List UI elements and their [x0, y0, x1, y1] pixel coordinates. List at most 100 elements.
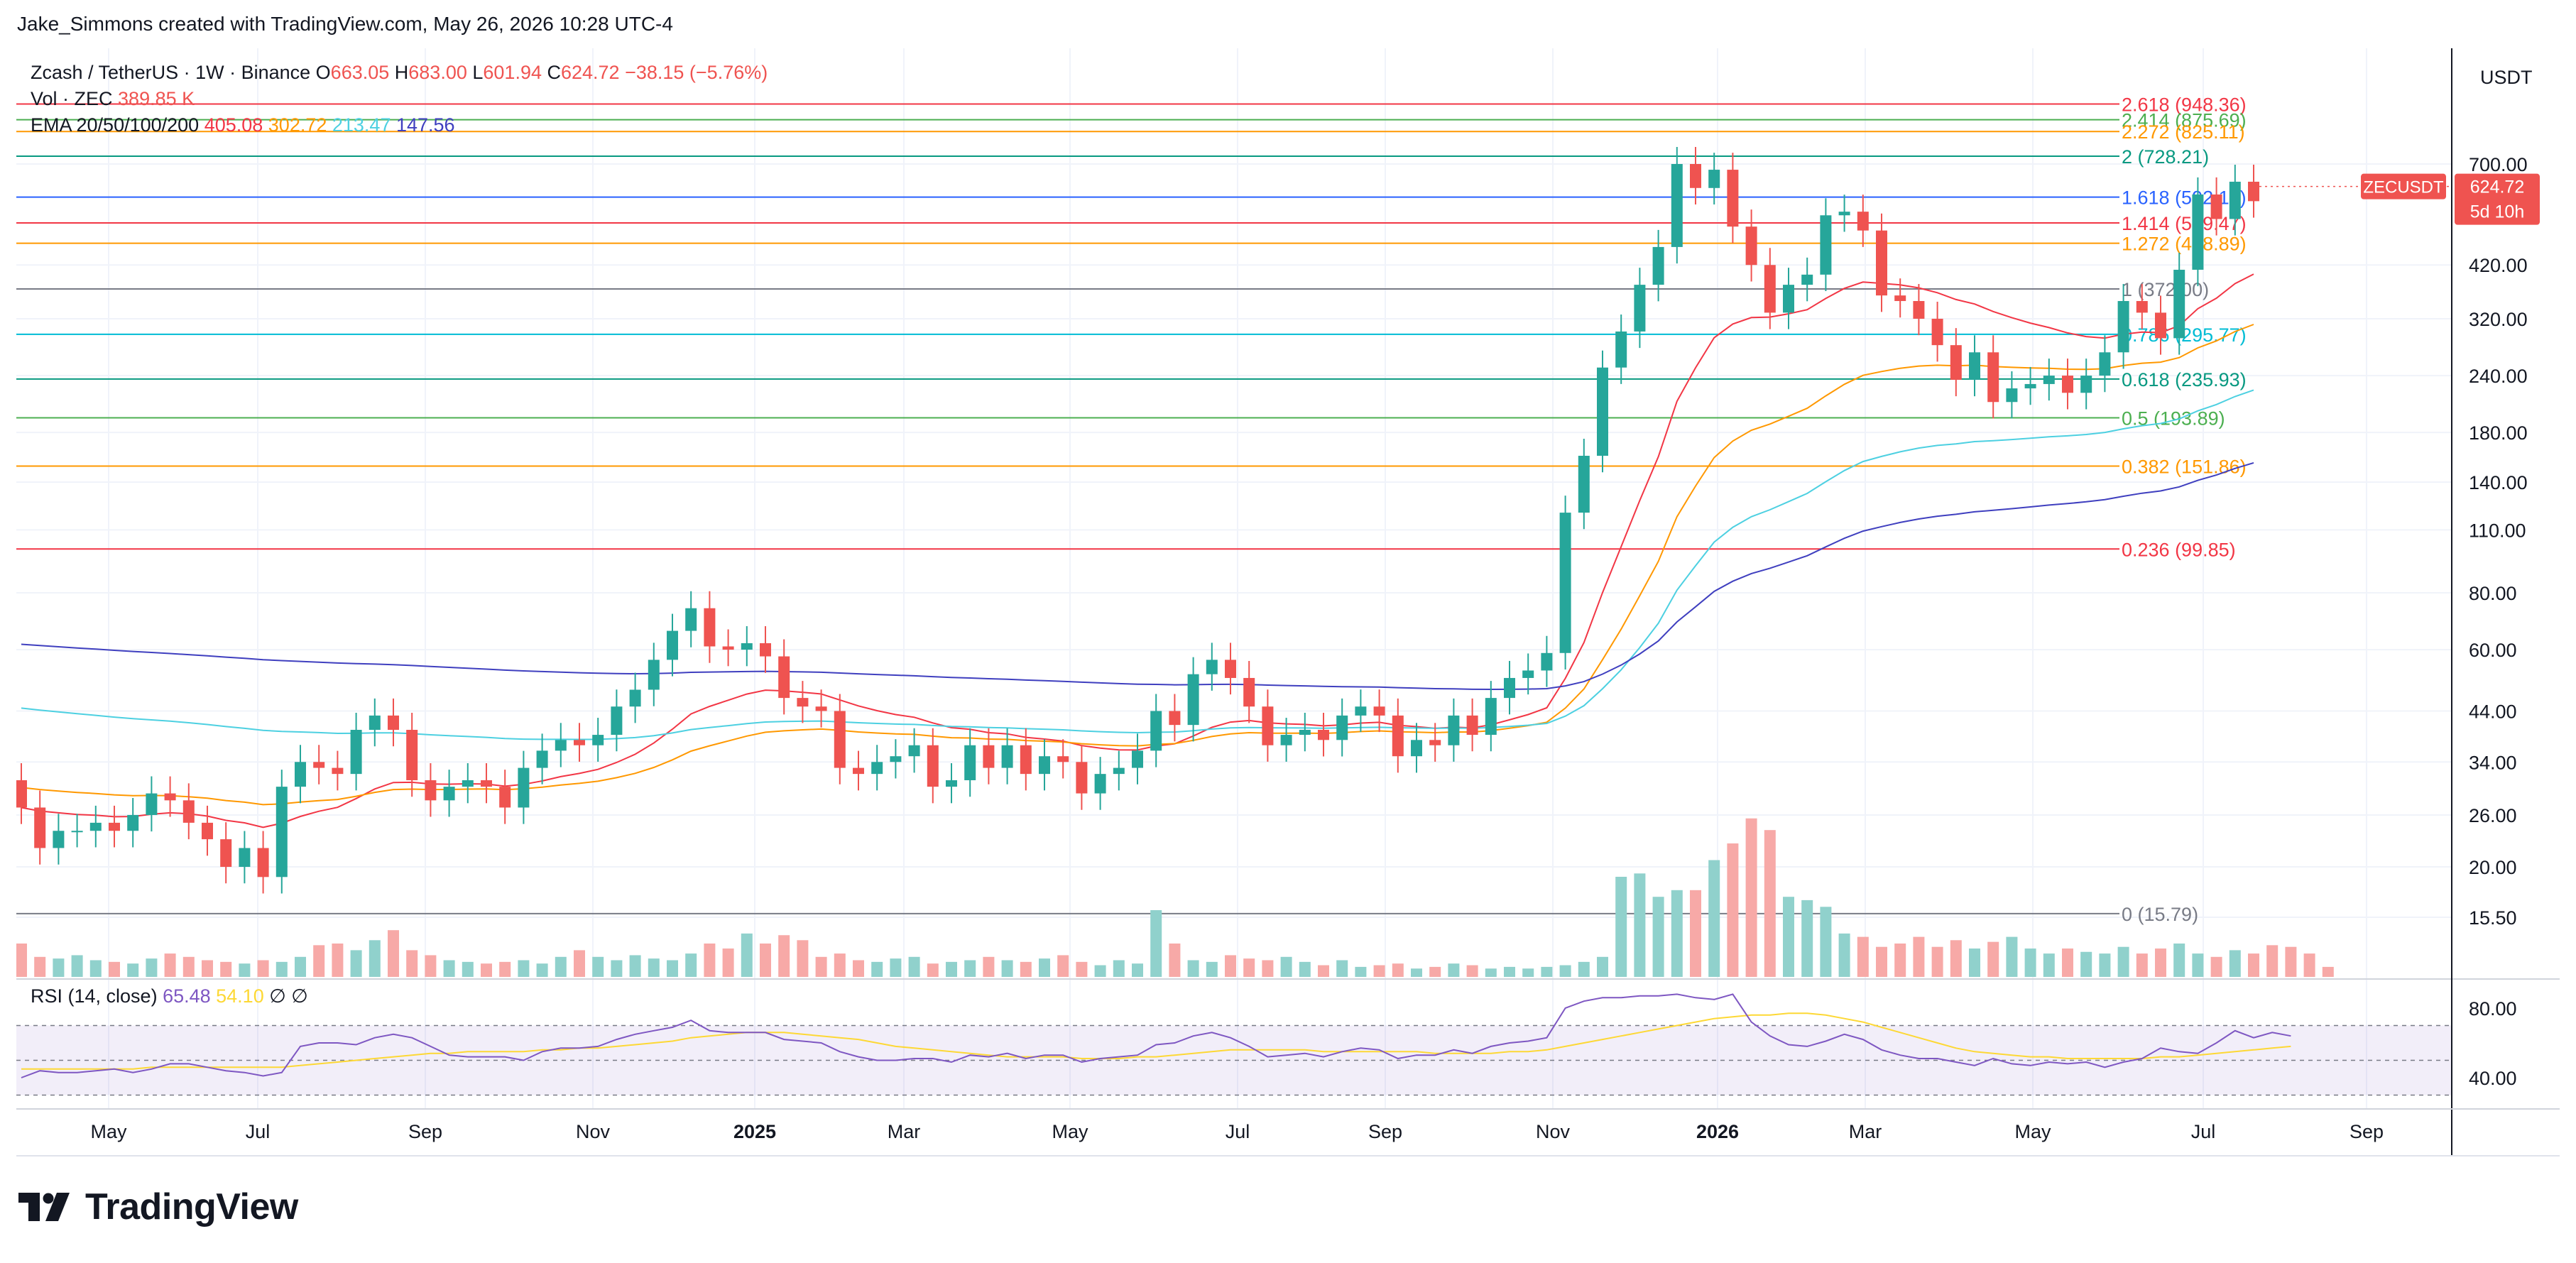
time-axis-label: Mar — [888, 1121, 921, 1142]
candle — [704, 591, 716, 663]
rsi-value: ∅ — [269, 985, 291, 1007]
tradingview-logo[interactable]: TradingView — [18, 1186, 298, 1228]
ohlc-key: L — [472, 62, 483, 83]
candle — [1541, 635, 1553, 687]
candle-body — [1355, 706, 1367, 716]
volume-bar — [146, 958, 158, 977]
chart-frame[interactable]: 2.618 (948.36) 2.414 (875.69) 2.272 (825.1… — [16, 48, 2560, 1157]
candle — [388, 698, 399, 747]
candle-body — [1708, 170, 1720, 188]
candle — [1690, 147, 1701, 205]
volume-bar — [722, 948, 734, 977]
candle — [1820, 198, 1832, 292]
candle — [481, 762, 492, 804]
candle — [1429, 723, 1441, 762]
candle — [164, 776, 176, 817]
candle-body — [406, 730, 418, 780]
candle-body — [1373, 706, 1385, 716]
price-tick-label: 180.00 — [2469, 422, 2528, 444]
candle — [1448, 698, 1460, 762]
candle — [1894, 278, 1906, 318]
volume-bar — [1987, 941, 1999, 977]
symbol-tag — [2361, 173, 2446, 199]
candle-body — [127, 814, 139, 831]
candle-body — [34, 807, 46, 848]
candle — [1764, 248, 1776, 329]
candle — [34, 790, 46, 865]
volume-bar — [1969, 948, 1980, 977]
candle — [146, 776, 158, 832]
candle-body — [2080, 376, 2092, 393]
candle — [1020, 728, 1032, 791]
volume-bar — [1243, 958, 1255, 977]
candle-body — [313, 762, 325, 768]
candle — [2248, 164, 2259, 218]
time-axis-label: Jul — [246, 1121, 271, 1142]
candle — [834, 694, 846, 784]
volume-bar — [2006, 936, 2018, 977]
candle-body — [741, 643, 753, 650]
candle-body — [2062, 376, 2073, 393]
volume-bar — [518, 960, 530, 977]
volume-bar — [1690, 890, 1701, 977]
candle-body — [1745, 226, 1757, 266]
candle — [499, 770, 511, 824]
candle-body — [1876, 230, 1887, 296]
candle-body — [1392, 715, 1404, 757]
ema-200-line — [21, 461, 2254, 691]
candle-body — [1615, 331, 1627, 368]
time-axis-label: Sep — [1368, 1121, 1402, 1142]
volume-bar — [127, 963, 139, 977]
volume-bar — [555, 956, 567, 977]
candle-body — [2173, 269, 2185, 339]
volume-bar — [592, 956, 604, 977]
candle — [815, 689, 827, 728]
candle — [462, 762, 474, 804]
legend-ema-row: EMA 20/50/100/200 405.08 302.72 213.47 1… — [31, 114, 455, 136]
candle — [1411, 723, 1422, 773]
candle — [1169, 694, 1181, 742]
candle-body — [1076, 762, 1088, 794]
volume-bar — [332, 944, 344, 977]
candle-body — [722, 646, 734, 650]
fib-level-label: 1.414 (519.47) — [2122, 213, 2247, 234]
candle-body — [853, 767, 864, 775]
volume-bar — [946, 961, 957, 977]
candle-body — [1783, 285, 1794, 313]
candle-body — [1280, 735, 1292, 745]
volume-bar — [1280, 956, 1292, 977]
chart-legend: Zcash / TetherUS · 1W · Binance O663.05 … — [31, 62, 768, 1007]
candle-body — [983, 745, 995, 768]
candle — [1132, 733, 1143, 784]
candle — [1392, 698, 1404, 773]
candle — [425, 762, 437, 817]
candle-body — [16, 780, 27, 808]
candle-body — [1132, 750, 1143, 768]
candle-body — [109, 822, 120, 831]
candle-body — [53, 831, 65, 848]
ema-label: EMA 20/50/100/200 — [31, 114, 204, 136]
volume-bar — [1336, 960, 1348, 977]
candle-body — [871, 762, 883, 775]
ema-100-line — [21, 389, 2254, 740]
candle-body — [555, 740, 567, 751]
candle-body — [1094, 774, 1106, 794]
candle-body — [2024, 383, 2036, 389]
candle — [964, 728, 976, 797]
volume-bar — [1541, 966, 1553, 977]
volume-bar — [1578, 961, 1590, 977]
volume-bar — [629, 955, 641, 977]
volume-bar — [741, 933, 753, 977]
rsi-pane — [16, 993, 2452, 1096]
candle — [443, 770, 455, 817]
volume-bar — [1950, 940, 1962, 977]
candle-body — [908, 745, 920, 757]
price-chart[interactable]: 2.618 (948.36)2.414 (875.69)2.272 (825.1… — [16, 48, 2560, 1157]
volume-bar — [574, 950, 585, 977]
candle — [741, 625, 753, 667]
volume-bar — [1039, 958, 1050, 977]
candle — [257, 831, 269, 894]
volume-bar — [1857, 936, 1869, 977]
volume-bar — [667, 960, 678, 977]
fib-level-label: 1 (372.00) — [2122, 279, 2209, 300]
